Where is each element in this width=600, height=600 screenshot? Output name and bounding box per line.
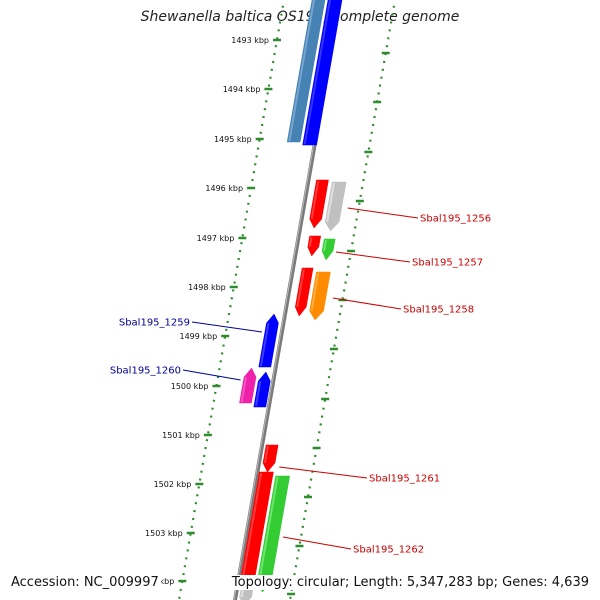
gene-green-sbal195-1262b-highlight [257, 476, 279, 584]
gene-red-sbal195-1258 [295, 267, 314, 317]
gene-label-sbal195-1259: Sbal195_1259 [119, 318, 190, 329]
gene-red-sbal195-1257-highlight [308, 236, 313, 248]
gene-grey-sbal195-1256b [324, 181, 347, 232]
ruler-left-line [177, 0, 286, 600]
accession-text: Accession: NC_009997 [9, 575, 161, 590]
gene-label-sbal195-1258-leader [332, 297, 402, 310]
ruler-right-line [288, 0, 397, 600]
kbp-label: 1496 kbp [205, 184, 243, 193]
gene-label-sbal195-1257-leader [335, 251, 411, 263]
gene-red-sbal195-1256 [309, 179, 329, 229]
gene-red-sbal195-1262-highlight [242, 472, 263, 577]
gene-magenta-sbal195-1260-highlight [240, 376, 248, 403]
gene-blue-top-highlight [303, 0, 332, 145]
gene-red-sbal195-1261-highlight [263, 445, 269, 464]
gene-label-sbal195-1262: Sbal195_1262 [353, 545, 424, 556]
gene-label-sbal195-1257: Sbal195_1257 [412, 258, 483, 269]
kbp-label: 1493 kbp [231, 36, 269, 45]
kbp-label: 1497 kbp [197, 234, 235, 243]
kbp-label: 1501 kbp [162, 431, 200, 440]
gene-label-sbal195-1260: Sbal195_1260 [110, 366, 181, 377]
gene-grey-bottom-highlight [240, 588, 244, 598]
gene-green-sbal195-1257b-highlight [323, 239, 327, 252]
gene-label-sbal195-1261-leader [279, 466, 368, 479]
genome-title: Shewanella baltica OS195, complete genom… [140, 9, 460, 25]
gene-label-sbal195-1259-leader [191, 321, 262, 333]
gene-blue-top [302, 0, 343, 146]
kbp-label: 1503 kbp [145, 529, 183, 538]
kbp-label: 1499 kbp [179, 332, 217, 341]
gene-blue-sbal195-1260b-highlight [254, 380, 262, 407]
gene-label-sbal195-1261: Sbal195_1261 [369, 474, 440, 485]
kbp-label: 1495 kbp [214, 135, 252, 144]
gene-red-sbal195-1256-highlight [310, 180, 320, 220]
gene-grey-sbal195-1256b-highlight [326, 182, 335, 223]
gene-label-sbal195-1260-leader [182, 369, 241, 381]
gene-blue-sbal195-1259-highlight [259, 322, 270, 367]
gene-red-sbal195-1258-highlight [296, 268, 305, 308]
genome-details-text: Topology: circular; Length: 5,347,283 bp… [229, 575, 591, 590]
gene-label-sbal195-1256-leader [347, 207, 419, 219]
kbp-label: 1498 kbp [188, 283, 226, 292]
gene-label-sbal195-1256: Sbal195_1256 [420, 214, 491, 225]
gene-orange-sbal195-1258b [309, 271, 331, 321]
gene-orange-sbal195-1258b-highlight [310, 272, 320, 312]
gene-label-sbal195-1262-leader [282, 536, 352, 550]
kbp-label: 1500 kbp [171, 382, 209, 391]
gene-label-sbal195-1258: Sbal195_1258 [403, 305, 474, 316]
gene-steelblue-left [286, 0, 326, 143]
kbp-label: 1494 kbp [223, 85, 261, 94]
kbp-label: 1502 kbp [154, 480, 192, 489]
gene-steelblue-left-highlight [288, 0, 316, 142]
